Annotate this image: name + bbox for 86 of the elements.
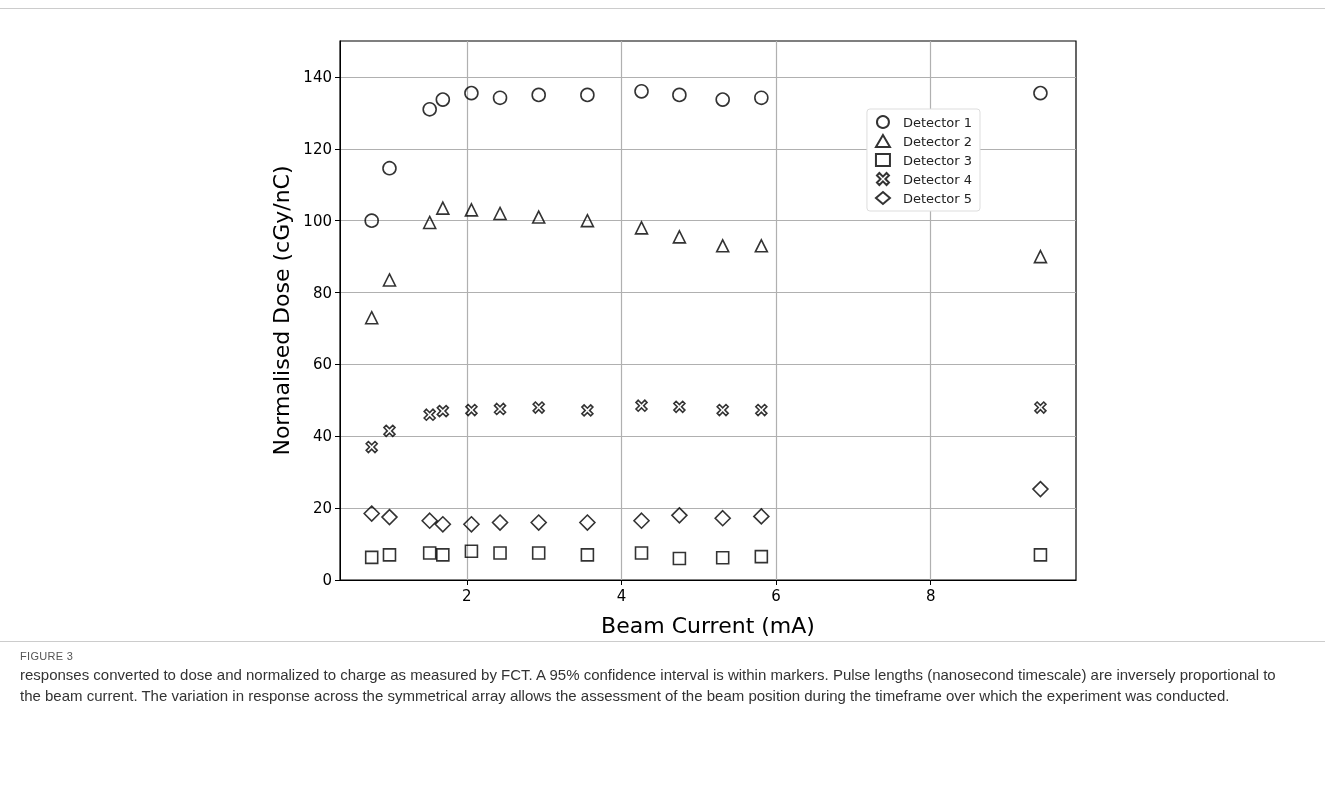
point bbox=[580, 548, 595, 562]
point bbox=[634, 221, 649, 235]
point bbox=[580, 213, 595, 228]
point bbox=[715, 92, 730, 107]
y-tick-label: 40 bbox=[312, 427, 332, 446]
point bbox=[436, 201, 450, 215]
point bbox=[531, 87, 546, 103]
point bbox=[464, 85, 479, 101]
point bbox=[754, 90, 769, 106]
point bbox=[531, 210, 546, 224]
legend-label: Detector 3 bbox=[902, 152, 973, 168]
point bbox=[364, 310, 379, 325]
x-tick-label: 4 bbox=[616, 586, 627, 605]
x-tick-label: 2 bbox=[462, 586, 472, 605]
x-tick-label: 8 bbox=[925, 586, 936, 605]
point bbox=[581, 404, 594, 417]
y-tick-label: 60 bbox=[312, 355, 332, 374]
point bbox=[672, 551, 687, 566]
point bbox=[421, 512, 438, 530]
point bbox=[422, 546, 437, 560]
point bbox=[1032, 480, 1049, 498]
point bbox=[754, 239, 769, 253]
point bbox=[755, 403, 768, 417]
point bbox=[672, 87, 687, 103]
point bbox=[493, 206, 507, 221]
point bbox=[382, 160, 397, 176]
point bbox=[1033, 548, 1048, 562]
point bbox=[716, 403, 729, 417]
point bbox=[365, 440, 378, 454]
point bbox=[634, 84, 649, 99]
point bbox=[715, 550, 730, 565]
point bbox=[382, 548, 397, 562]
caption: FIGURE 3 bbox=[20, 650, 75, 662]
y-tick-label: 0 bbox=[322, 571, 332, 589]
point bbox=[364, 213, 379, 228]
y-axis-title: Normalised Dose (cGy/nC) bbox=[268, 165, 294, 456]
text: responses converted to dose and normalized to charge as measured by FCT. A 95% confidence interval is within markers. Pulse lengths (nanosecond timescale) are inversely proportional to the beam current. The variation in response across the symmetrical array allows the assessment of the beam position during the timeframe over which the experiment was conducted. bbox=[20, 665, 1277, 706]
y-tick-label: 140 bbox=[303, 67, 332, 86]
point bbox=[672, 230, 687, 244]
point bbox=[435, 92, 451, 107]
y-tick-label: 120 bbox=[303, 139, 332, 158]
point bbox=[383, 424, 396, 438]
point bbox=[436, 548, 450, 562]
point bbox=[492, 90, 508, 106]
point bbox=[634, 546, 649, 560]
point bbox=[673, 400, 686, 414]
x-tick-label: 6 bbox=[771, 586, 781, 605]
point bbox=[753, 508, 770, 525]
point bbox=[493, 402, 507, 416]
point bbox=[422, 101, 437, 117]
point bbox=[579, 514, 596, 531]
point bbox=[436, 404, 450, 418]
point bbox=[463, 516, 480, 533]
point bbox=[754, 549, 769, 564]
point bbox=[633, 512, 650, 530]
point bbox=[715, 239, 730, 253]
point bbox=[635, 399, 648, 413]
y-tick-label: 100 bbox=[303, 211, 332, 230]
point bbox=[531, 546, 546, 560]
point bbox=[422, 215, 437, 230]
legend-label: Detector 2 bbox=[902, 133, 973, 149]
point bbox=[671, 507, 688, 524]
point bbox=[382, 273, 397, 287]
point bbox=[530, 514, 547, 531]
point bbox=[381, 508, 398, 526]
point bbox=[1033, 85, 1048, 101]
point bbox=[465, 403, 478, 417]
legend-label: Detector 1 bbox=[902, 114, 973, 130]
y-tick-label: 20 bbox=[312, 499, 332, 518]
point bbox=[1034, 401, 1047, 414]
legend-label: Detector 5 bbox=[902, 190, 973, 206]
point bbox=[363, 505, 380, 522]
point bbox=[532, 401, 545, 414]
point bbox=[364, 550, 379, 565]
point bbox=[423, 408, 436, 422]
point bbox=[464, 203, 479, 217]
point bbox=[491, 514, 509, 531]
legend-label: Detector 4 bbox=[902, 171, 973, 187]
point bbox=[493, 546, 507, 560]
point bbox=[714, 509, 731, 527]
point bbox=[580, 87, 595, 103]
point bbox=[434, 516, 452, 533]
y-tick-label: 80 bbox=[312, 283, 332, 302]
point bbox=[464, 544, 479, 559]
point bbox=[1033, 249, 1048, 264]
x-axis-title: Beam Current (mA) bbox=[601, 612, 815, 638]
